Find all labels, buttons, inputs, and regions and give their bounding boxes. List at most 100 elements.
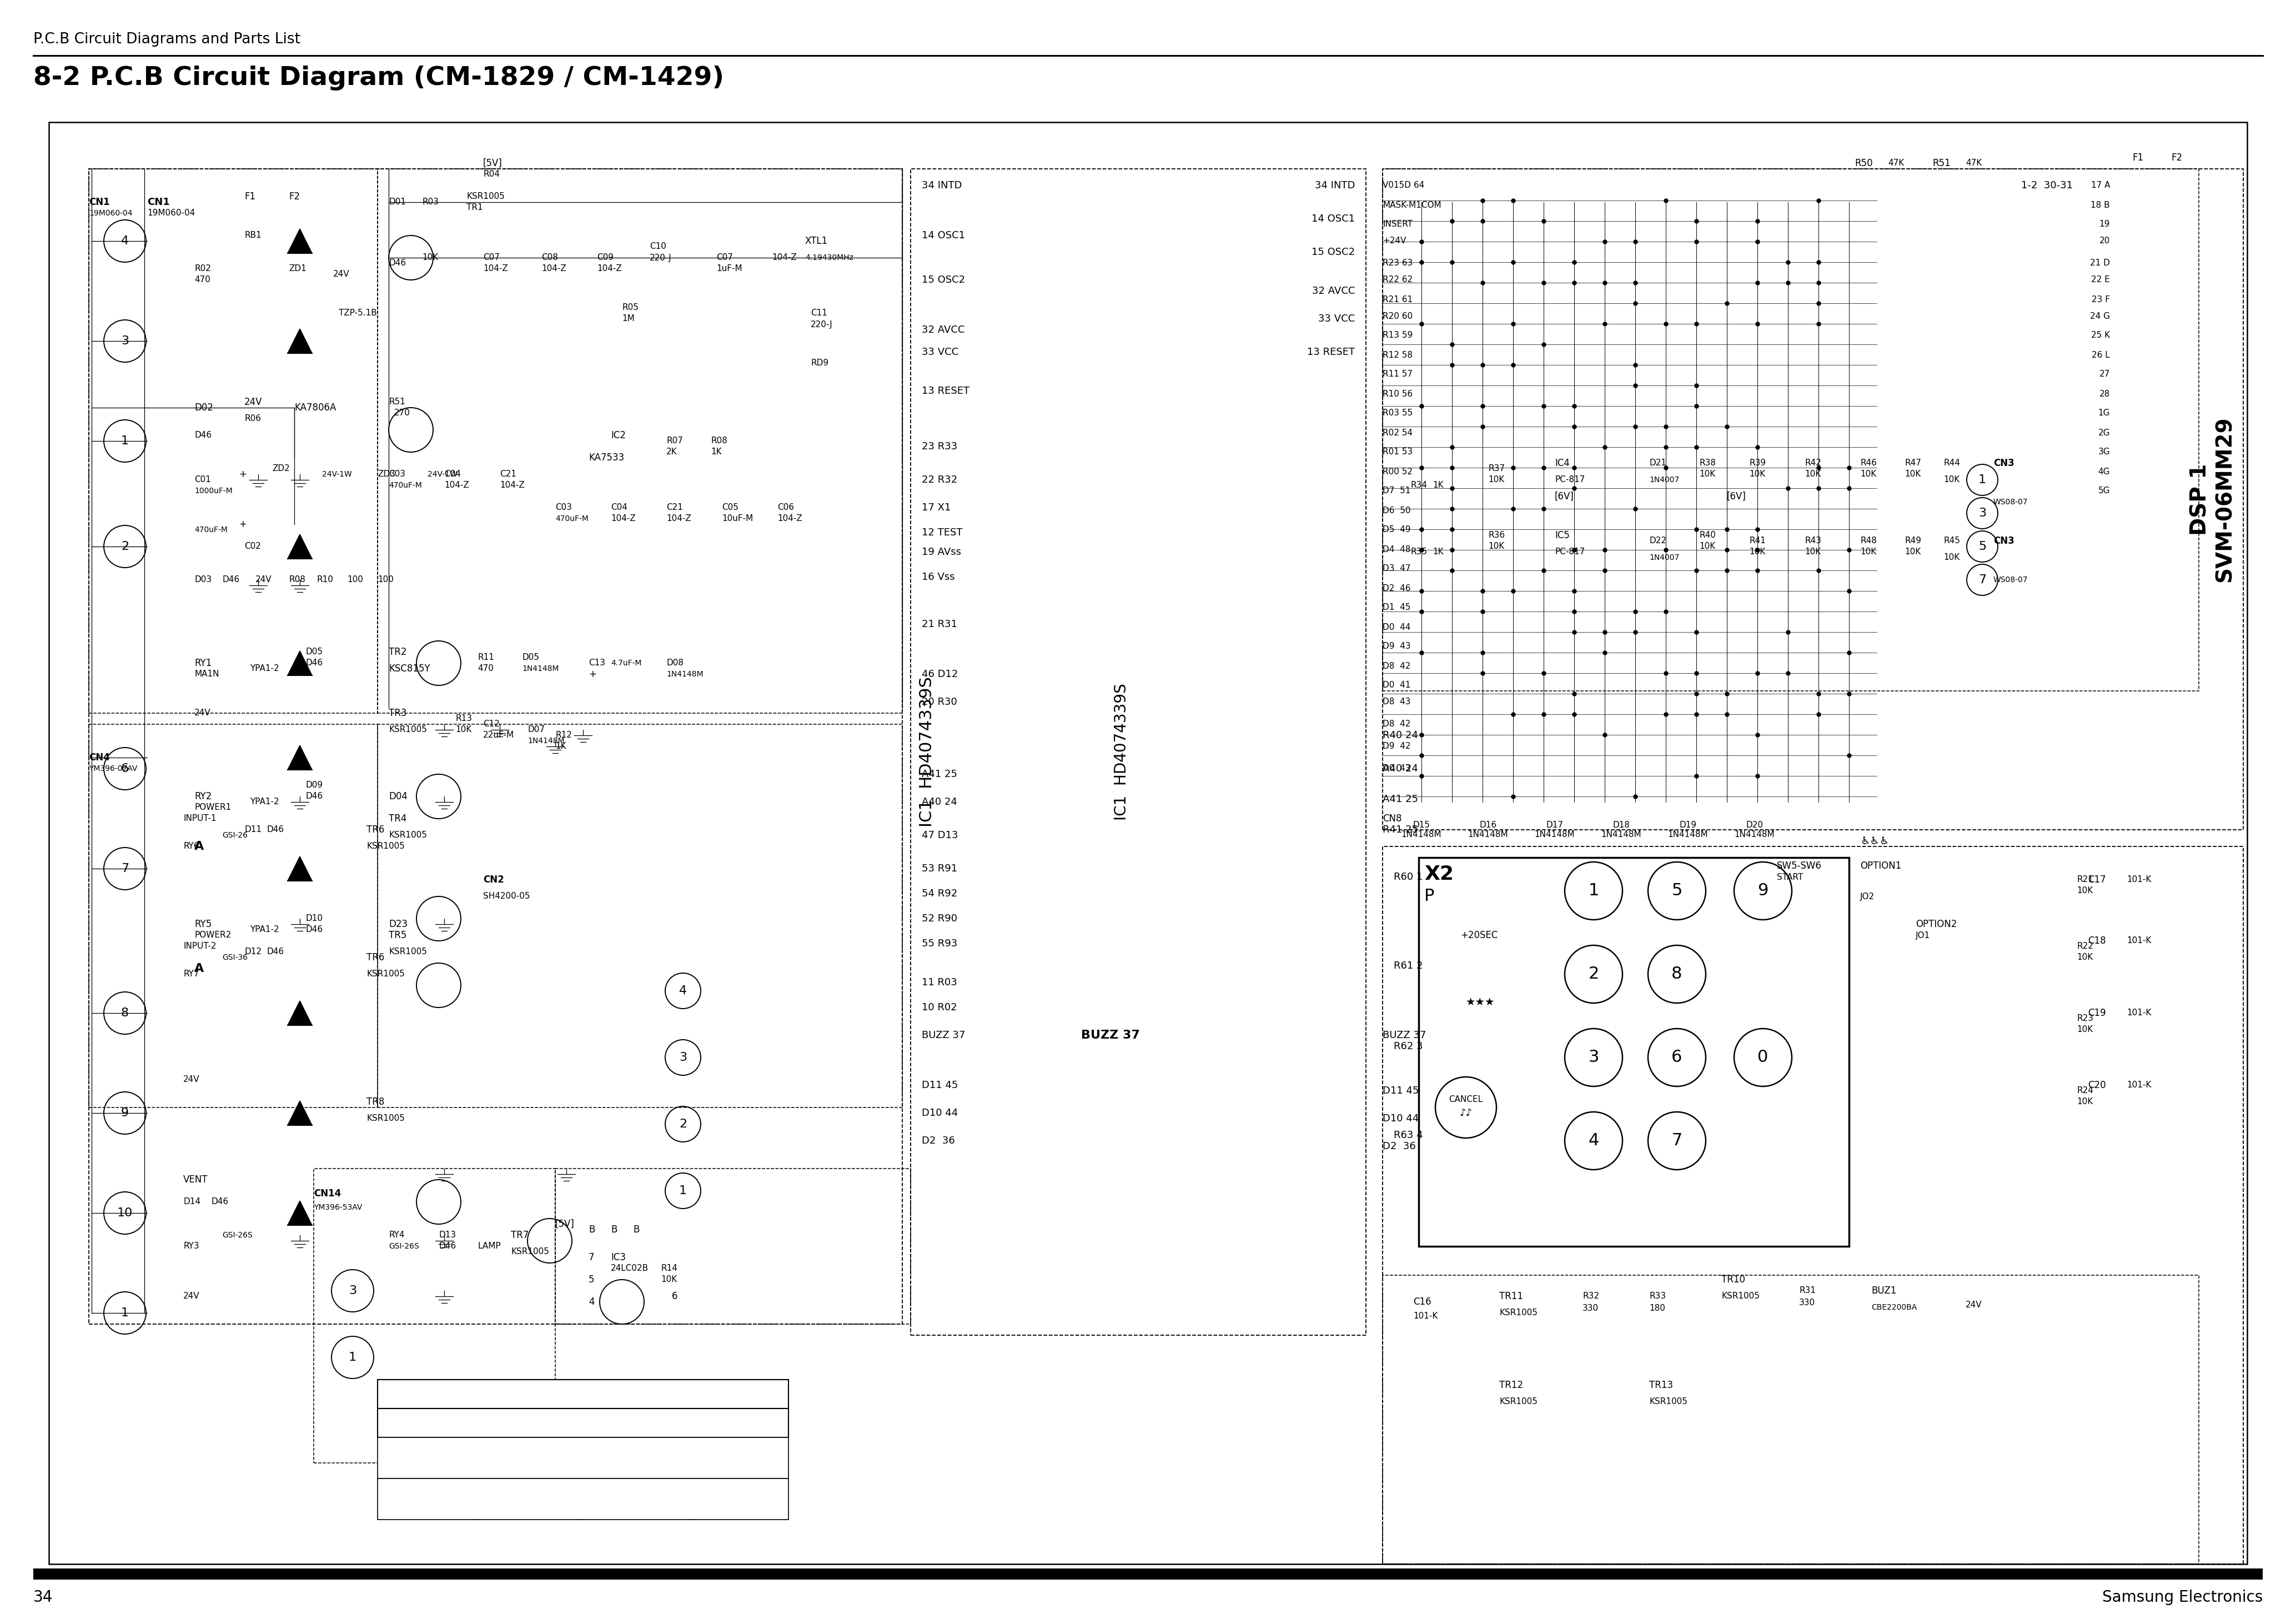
Text: KSR1005: KSR1005	[1722, 1293, 1759, 1301]
Polygon shape	[287, 1101, 312, 1125]
Text: 10K: 10K	[2076, 1025, 2094, 1034]
Text: 104-Z: 104-Z	[771, 253, 797, 261]
Text: D46: D46	[266, 825, 285, 835]
Bar	[48, 122, 2248, 1564]
Text: R61 2: R61 2	[1394, 961, 1424, 971]
Text: Samsung Electronics: Samsung Electronics	[2103, 1590, 2262, 1605]
Text: D2  36: D2 36	[1382, 1142, 1417, 1151]
Text: R33: R33	[1649, 1293, 1667, 1301]
Text: IC5: IC5	[1554, 531, 1570, 541]
Text: D01: D01	[388, 198, 406, 206]
Text: INPUT-2: INPUT-2	[184, 942, 216, 950]
Text: A40 24: A40 24	[1382, 763, 1419, 773]
Text: 1K: 1K	[1433, 547, 1444, 557]
Text: R43: R43	[1805, 538, 1821, 546]
Text: R03: R03	[422, 198, 439, 206]
Text: ZD2: ZD2	[273, 464, 289, 473]
Text: 20: 20	[2099, 237, 2110, 245]
Text: 1: 1	[1979, 474, 1986, 486]
Text: D09: D09	[305, 781, 324, 789]
Text: START: START	[1777, 872, 1802, 882]
Text: 10K: 10K	[1860, 471, 1876, 479]
Text: 4: 4	[680, 986, 687, 997]
Text: 104-Z: 104-Z	[482, 265, 507, 273]
Text: 3: 3	[122, 336, 129, 346]
Text: 10K: 10K	[2076, 1098, 2094, 1106]
Text: D20
1N4148M: D20 1N4148M	[1733, 820, 1775, 838]
Text: 15 OSC2: 15 OSC2	[1311, 247, 1355, 257]
Text: D17
1N4148M: D17 1N4148M	[1534, 820, 1575, 838]
Text: 0: 0	[1756, 1049, 1768, 1065]
Text: 5: 5	[1671, 883, 1683, 900]
Text: 1K: 1K	[712, 448, 721, 456]
Text: D5  49: D5 49	[1382, 526, 1410, 534]
Text: 54 R92: 54 R92	[921, 888, 957, 898]
Text: YPA1-2: YPA1-2	[250, 797, 280, 806]
Text: R03 55: R03 55	[1382, 409, 1412, 417]
Text: RD9: RD9	[810, 359, 829, 367]
Text: RB1: RB1	[243, 231, 262, 240]
Text: OPTION1: OPTION1	[1860, 861, 1901, 870]
Text: CM-1829: CM-1829	[402, 1494, 452, 1504]
Text: KSR1005: KSR1005	[367, 1114, 404, 1122]
Text: ZD3: ZD3	[377, 471, 395, 479]
Text: KSR1005: KSR1005	[1499, 1398, 1538, 1406]
Text: D0  44: D0 44	[1382, 624, 1410, 632]
Text: D07: D07	[528, 726, 544, 734]
Text: D11 45: D11 45	[1382, 1086, 1419, 1096]
Text: R14: R14	[661, 1265, 677, 1273]
Text: 10K: 10K	[2076, 953, 2094, 961]
Text: 1N4148M: 1N4148M	[666, 671, 703, 679]
Text: 9: 9	[122, 1108, 129, 1119]
Text: 23 F: 23 F	[2092, 296, 2110, 304]
Text: C11: C11	[810, 309, 827, 317]
Text: 8: 8	[122, 1007, 129, 1018]
Text: 2: 2	[122, 541, 129, 552]
Text: D46: D46	[439, 1242, 457, 1250]
Bar	[90, 169, 902, 1324]
Text: D1  45: D1 45	[1382, 604, 1410, 612]
Text: RY4: RY4	[388, 1231, 404, 1239]
Text: B: B	[611, 1224, 618, 1234]
Bar	[1382, 846, 2243, 1564]
Text: YPA1-2: YPA1-2	[250, 664, 280, 672]
Text: 4.19430MHz: 4.19430MHz	[806, 253, 854, 261]
Text: KSR1005: KSR1005	[1499, 1309, 1538, 1317]
Text: 22 R32: 22 R32	[921, 474, 957, 486]
Text: CANCEL: CANCEL	[1449, 1095, 1483, 1103]
Text: [6V]: [6V]	[1554, 492, 1575, 502]
Text: C17: C17	[2087, 875, 2105, 885]
Text: 10K: 10K	[661, 1275, 677, 1285]
Text: +: +	[239, 520, 246, 529]
Text: INSERT: INSERT	[507, 1418, 553, 1429]
Text: 470uF-M: 470uF-M	[556, 515, 588, 523]
Text: 24V: 24V	[255, 575, 271, 585]
Text: TR5: TR5	[388, 931, 406, 940]
Bar	[912, 169, 1366, 1335]
Text: TR3: TR3	[388, 708, 406, 718]
Bar	[377, 1478, 788, 1520]
Text: 1: 1	[122, 435, 129, 447]
Text: 10K: 10K	[1942, 554, 1961, 562]
Text: 10K: 10K	[1860, 547, 1876, 557]
Text: 11 R03: 11 R03	[921, 978, 957, 987]
Polygon shape	[287, 534, 312, 559]
Text: PC-817: PC-817	[1554, 547, 1584, 557]
Text: R36: R36	[1488, 531, 1504, 539]
Text: 7: 7	[1979, 575, 1986, 585]
Text: 470uF-M: 470uF-M	[388, 482, 422, 489]
Text: 1N4148M: 1N4148M	[528, 737, 565, 745]
Text: VENT: VENT	[184, 1174, 209, 1184]
Text: B: B	[588, 1224, 595, 1234]
Text: KSR1005: KSR1005	[510, 1247, 549, 1255]
Text: 10K: 10K	[1906, 547, 1922, 557]
Text: RY3: RY3	[184, 1242, 200, 1250]
Text: 10K: 10K	[455, 726, 471, 734]
Text: ★★★: ★★★	[1465, 997, 1495, 1007]
Text: LAMP: LAMP	[478, 1242, 501, 1250]
Text: 7: 7	[588, 1252, 595, 1262]
Text: D20·J02: D20·J02	[613, 1494, 659, 1504]
Text: 3: 3	[1979, 508, 1986, 518]
Text: C10: C10	[650, 242, 666, 250]
Text: 32 AVCC: 32 AVCC	[921, 325, 964, 335]
